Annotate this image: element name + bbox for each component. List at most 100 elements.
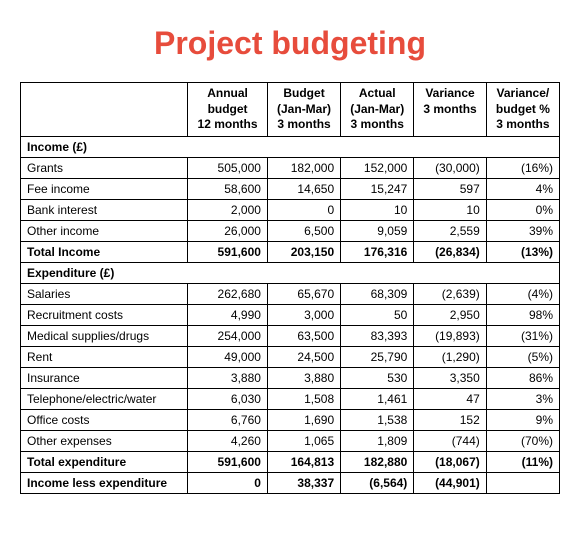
- table-row: Income less expenditure038,337(6,564)(44…: [21, 472, 560, 493]
- cell: 0%: [486, 199, 559, 220]
- cell: 3%: [486, 388, 559, 409]
- cell: 0: [267, 199, 340, 220]
- section-label: Expenditure (£): [21, 262, 560, 283]
- header-row: Annualbudget12 months Budget(Jan-Mar)3 m…: [21, 83, 560, 137]
- table-row: Other expenses4,2601,0651,809(744)(70%): [21, 430, 560, 451]
- table-row: Total Income591,600203,150176,316(26,834…: [21, 241, 560, 262]
- cell: (11%): [486, 451, 559, 472]
- cell: 98%: [486, 304, 559, 325]
- table-row: Expenditure (£): [21, 262, 560, 283]
- table-row: Rent49,00024,50025,790(1,290)(5%): [21, 346, 560, 367]
- cell: (44,901): [414, 472, 486, 493]
- cell: 2,000: [188, 199, 268, 220]
- cell: [486, 472, 559, 493]
- table-row: Telephone/electric/water6,0301,5081,4614…: [21, 388, 560, 409]
- cell: 254,000: [188, 325, 268, 346]
- row-label: Bank interest: [21, 199, 188, 220]
- cell: (31%): [486, 325, 559, 346]
- table-row: Other income26,0006,5009,0592,55939%: [21, 220, 560, 241]
- row-label: Other expenses: [21, 430, 188, 451]
- cell: 164,813: [267, 451, 340, 472]
- cell: 9,059: [341, 220, 414, 241]
- cell: 3,880: [267, 367, 340, 388]
- row-label: Salaries: [21, 283, 188, 304]
- cell: (16%): [486, 157, 559, 178]
- cell: 4,260: [188, 430, 268, 451]
- table-body: Income (£)Grants505,000182,000152,000(30…: [21, 136, 560, 493]
- table-row: Recruitment costs4,9903,000502,95098%: [21, 304, 560, 325]
- table-row: Medical supplies/drugs254,00063,50083,39…: [21, 325, 560, 346]
- cell: (1,290): [414, 346, 486, 367]
- cell: 47: [414, 388, 486, 409]
- cell: (4%): [486, 283, 559, 304]
- table-row: Bank interest2,000010100%: [21, 199, 560, 220]
- row-label: Income less expenditure: [21, 472, 188, 493]
- cell: 49,000: [188, 346, 268, 367]
- header-col-4: Variance/budget %3 months: [486, 83, 559, 137]
- cell: (26,834): [414, 241, 486, 262]
- cell: 2,559: [414, 220, 486, 241]
- cell: (30,000): [414, 157, 486, 178]
- table-row: Office costs6,7601,6901,5381529%: [21, 409, 560, 430]
- row-label: Medical supplies/drugs: [21, 325, 188, 346]
- cell: 182,880: [341, 451, 414, 472]
- row-label: Grants: [21, 157, 188, 178]
- cell: 1,065: [267, 430, 340, 451]
- row-label: Total expenditure: [21, 451, 188, 472]
- row-label: Recruitment costs: [21, 304, 188, 325]
- header-col-1: Budget(Jan-Mar)3 months: [267, 83, 340, 137]
- cell: 10: [414, 199, 486, 220]
- cell: 83,393: [341, 325, 414, 346]
- cell: (13%): [486, 241, 559, 262]
- cell: 1,538: [341, 409, 414, 430]
- cell: 25,790: [341, 346, 414, 367]
- table-row: Salaries262,68065,67068,309(2,639)(4%): [21, 283, 560, 304]
- cell: 152,000: [341, 157, 414, 178]
- cell: 39%: [486, 220, 559, 241]
- table-row: Fee income58,60014,65015,2475974%: [21, 178, 560, 199]
- cell: 10: [341, 199, 414, 220]
- header-empty: [21, 83, 188, 137]
- cell: 65,670: [267, 283, 340, 304]
- cell: 50: [341, 304, 414, 325]
- cell: 6,760: [188, 409, 268, 430]
- cell: 1,461: [341, 388, 414, 409]
- cell: 591,600: [188, 241, 268, 262]
- cell: 63,500: [267, 325, 340, 346]
- cell: 4,990: [188, 304, 268, 325]
- row-label: Total Income: [21, 241, 188, 262]
- cell: 176,316: [341, 241, 414, 262]
- cell: 38,337: [267, 472, 340, 493]
- cell: 26,000: [188, 220, 268, 241]
- header-col-2: Actual(Jan-Mar)3 months: [341, 83, 414, 137]
- row-label: Telephone/electric/water: [21, 388, 188, 409]
- cell: 203,150: [267, 241, 340, 262]
- cell: 152: [414, 409, 486, 430]
- cell: 4%: [486, 178, 559, 199]
- cell: 68,309: [341, 283, 414, 304]
- cell: 262,680: [188, 283, 268, 304]
- cell: 2,950: [414, 304, 486, 325]
- cell: 530: [341, 367, 414, 388]
- cell: 0: [188, 472, 268, 493]
- cell: 6,500: [267, 220, 340, 241]
- cell: 3,880: [188, 367, 268, 388]
- cell: (6,564): [341, 472, 414, 493]
- cell: 86%: [486, 367, 559, 388]
- cell: 24,500: [267, 346, 340, 367]
- row-label: Fee income: [21, 178, 188, 199]
- cell: (2,639): [414, 283, 486, 304]
- header-col-3: Variance3 months: [414, 83, 486, 137]
- cell: 6,030: [188, 388, 268, 409]
- cell: 597: [414, 178, 486, 199]
- table-row: Grants505,000182,000152,000(30,000)(16%): [21, 157, 560, 178]
- cell: 15,247: [341, 178, 414, 199]
- cell: 3,350: [414, 367, 486, 388]
- page-title: Project budgeting: [20, 25, 560, 62]
- cell: 14,650: [267, 178, 340, 199]
- table-row: Insurance3,8803,8805303,35086%: [21, 367, 560, 388]
- cell: 3,000: [267, 304, 340, 325]
- cell: 1,508: [267, 388, 340, 409]
- row-label: Insurance: [21, 367, 188, 388]
- section-label: Income (£): [21, 136, 560, 157]
